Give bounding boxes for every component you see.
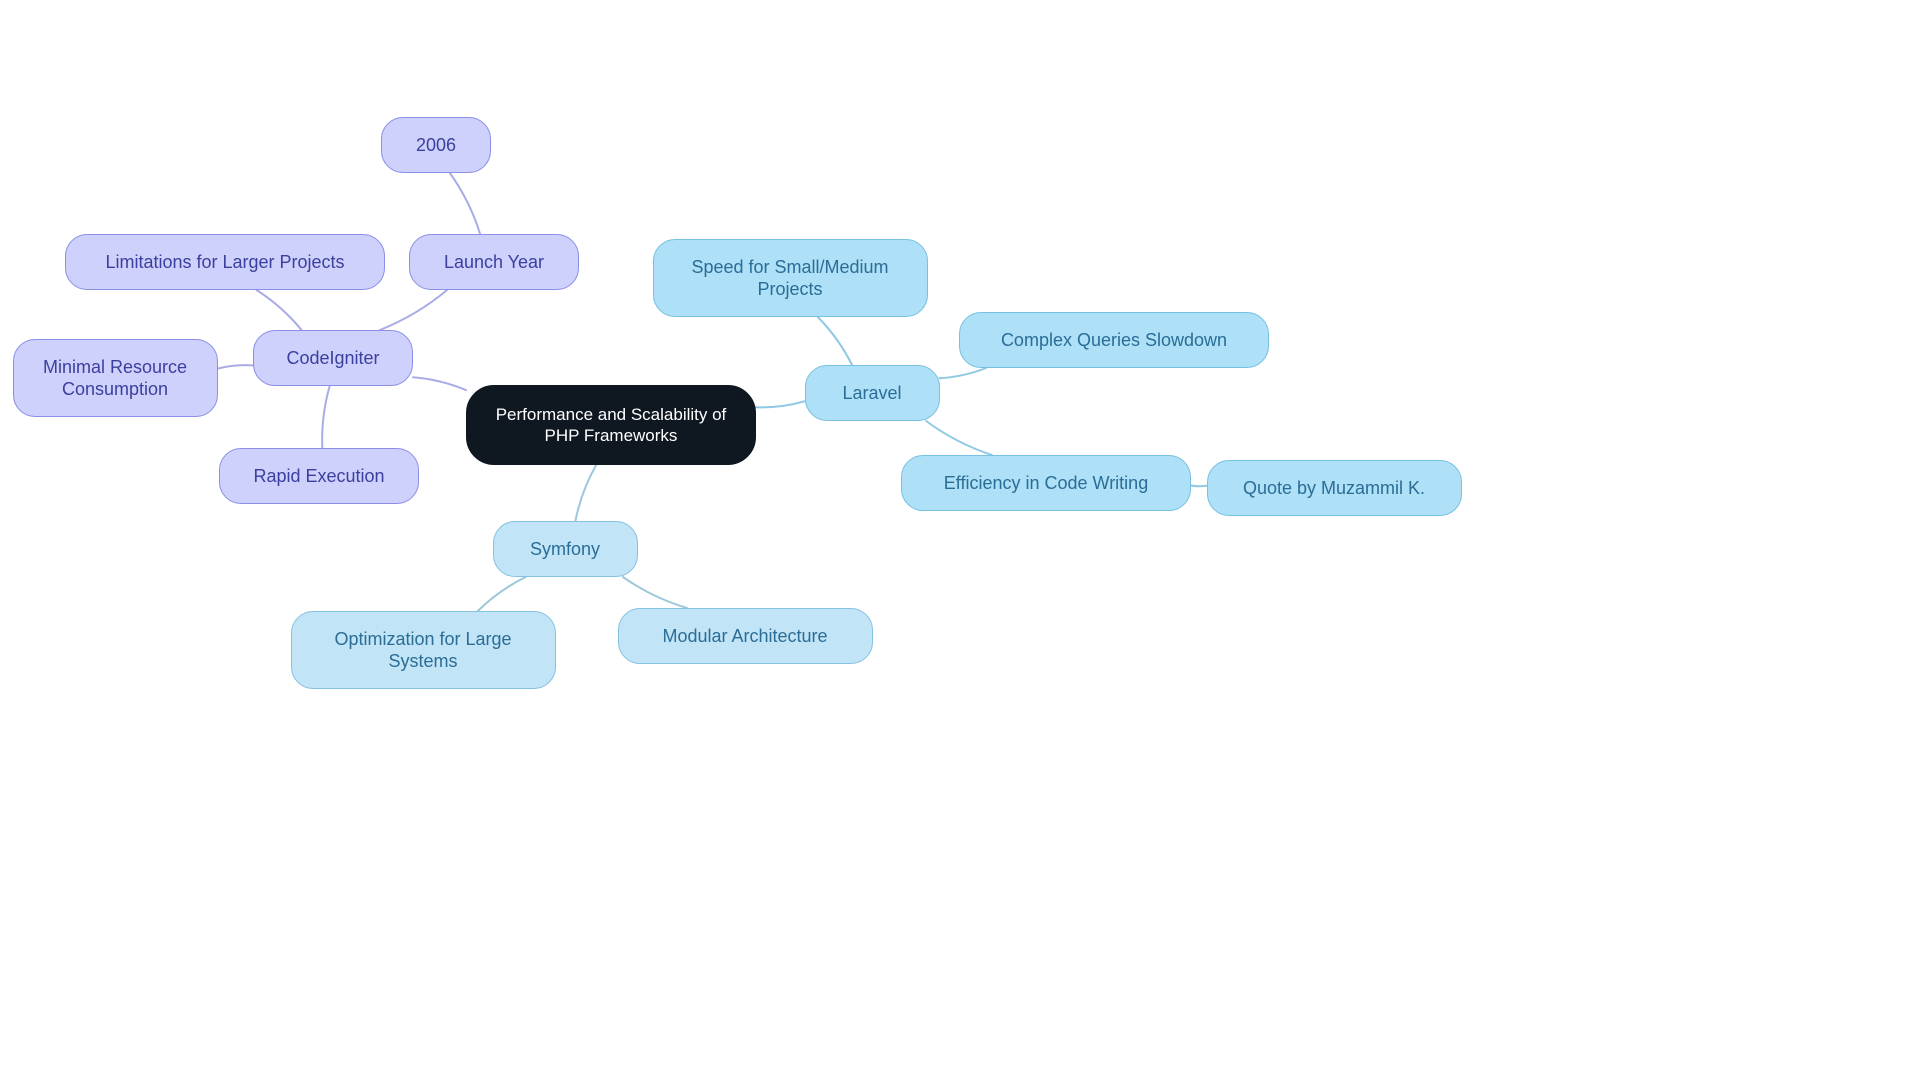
node-label: CodeIgniter [286,347,379,370]
edges-layer [0,0,1920,1083]
node-sym-mod: Modular Architecture [618,608,873,664]
node-ci-rapid: Rapid Execution [219,448,419,504]
edge [413,377,466,390]
edge [478,577,526,611]
node-ci-2006: 2006 [381,117,491,173]
node-lar-quote: Quote by Muzammil K. [1207,460,1462,516]
edge [818,317,852,365]
node-label: Speed for Small/Medium Projects [691,256,888,301]
node-label: Limitations for Larger Projects [105,251,344,274]
edge [575,465,596,521]
mindmap-canvas: Performance and Scalability of PHP Frame… [0,0,1920,1083]
node-ci-limits: Limitations for Larger Projects [65,234,385,290]
edge [623,577,687,608]
edge [380,290,447,330]
node-codeigniter: CodeIgniter [253,330,413,386]
node-label: Complex Queries Slowdown [1001,329,1227,352]
edge [322,386,330,448]
node-label: Quote by Muzammil K. [1243,477,1425,500]
edge [450,173,480,234]
node-label: Efficiency in Code Writing [944,472,1148,495]
node-label: Laravel [842,382,901,405]
edge [257,290,302,330]
node-label: Rapid Execution [253,465,384,488]
node-label: Minimal Resource Consumption [43,356,187,401]
node-label: Symfony [530,538,600,561]
node-root: Performance and Scalability of PHP Frame… [466,385,756,465]
node-label: Modular Architecture [662,625,827,648]
node-lar-speed: Speed for Small/Medium Projects [653,239,928,317]
edge [1191,486,1207,487]
node-label: Launch Year [444,251,544,274]
node-lar-eff: Efficiency in Code Writing [901,455,1191,511]
node-label: Optimization for Large Systems [334,628,511,673]
node-sym-opt: Optimization for Large Systems [291,611,556,689]
node-ci-launch: Launch Year [409,234,579,290]
edge [218,365,254,369]
node-laravel: Laravel [805,365,940,421]
node-label: Performance and Scalability of PHP Frame… [496,404,727,447]
node-symfony: Symfony [493,521,638,577]
node-label: 2006 [416,134,456,157]
edge [926,421,992,455]
node-lar-complex: Complex Queries Slowdown [959,312,1269,368]
edge [940,368,987,378]
node-ci-resource: Minimal Resource Consumption [13,339,218,417]
edge [756,401,805,407]
